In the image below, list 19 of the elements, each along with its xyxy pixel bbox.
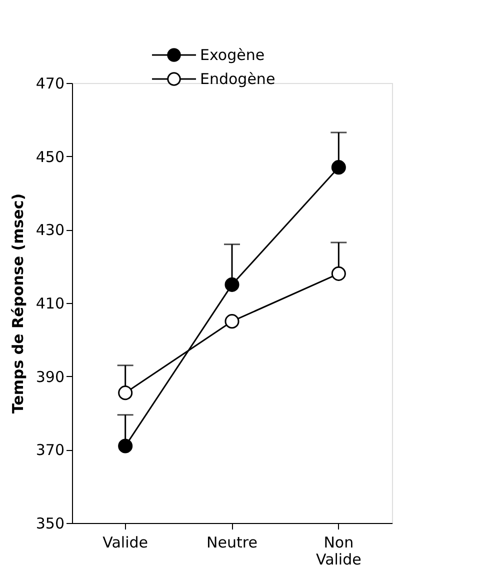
- legend-label: Endogène: [200, 70, 276, 88]
- point: [118, 386, 133, 400]
- y-tick-label: 370: [36, 441, 64, 460]
- y-tick-label: 430: [36, 221, 64, 240]
- point: [331, 160, 346, 175]
- x-tick-label: Neutre: [206, 534, 258, 552]
- point: [331, 266, 346, 281]
- x-tick-label: Non Valide: [316, 534, 362, 568]
- legend-label: Exogène: [200, 46, 265, 64]
- y-axis-title: Temps de Réponse (msec): [8, 193, 27, 414]
- point: [224, 277, 240, 292]
- point: [118, 438, 133, 454]
- x-tick-label: Valide: [102, 534, 148, 552]
- y-tick-label: 410: [36, 294, 64, 312]
- y-tick-label: 390: [36, 368, 64, 386]
- point: [224, 314, 240, 329]
- y-tick-label: 450: [36, 148, 64, 166]
- y-tick-label: 470: [36, 74, 64, 92]
- y-tick-label: 350: [36, 514, 64, 532]
